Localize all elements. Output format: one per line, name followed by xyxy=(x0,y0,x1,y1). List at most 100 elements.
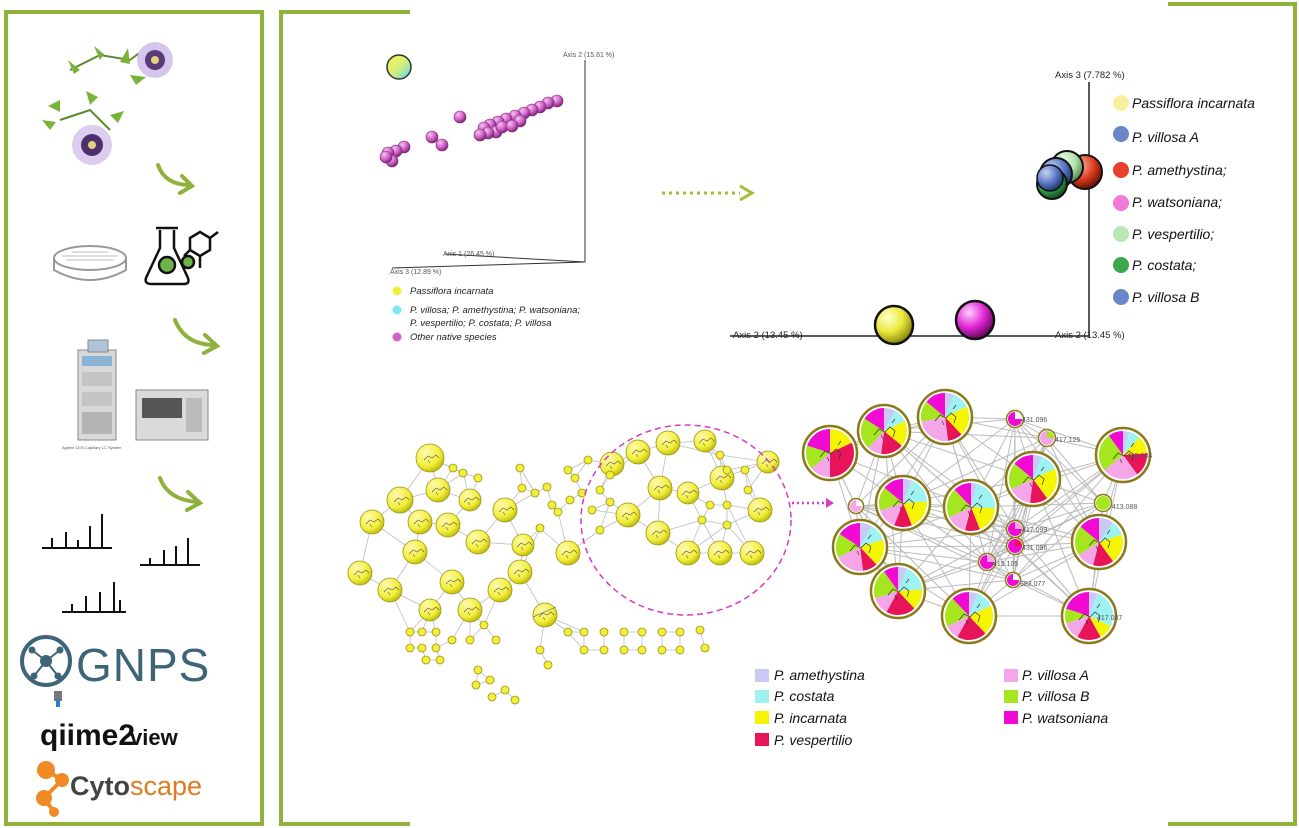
zoom-node-label-3: 413.088 xyxy=(1112,504,1137,511)
zoom-pie-slice-11-5 xyxy=(1065,608,1089,624)
zoom-pie-slice-5-3 xyxy=(894,503,912,528)
zoom-pie-slice-7-3 xyxy=(860,547,877,571)
pcoa-left-legend-item-0: Passiflora incarnata xyxy=(410,286,493,297)
zoom-small-node-3 xyxy=(847,497,865,515)
network-node-17 xyxy=(511,533,535,557)
zoom-node-label-1: 417.125 xyxy=(1055,437,1080,444)
zoom-pie-slice-1-5 xyxy=(861,418,884,448)
network-node-33 xyxy=(739,540,765,566)
zoom-pie-slice-3-0 xyxy=(1123,431,1129,455)
cytoscape-suffix: scape xyxy=(130,771,202,801)
network-node-60 xyxy=(431,643,441,653)
zoom-pie-slice-10-3 xyxy=(957,616,986,640)
zoom-pie-slice-4-4 xyxy=(1011,479,1033,503)
zoom-pie-slice-4-0 xyxy=(1033,455,1042,479)
network-node-96 xyxy=(697,515,707,525)
zoom-pie-node-10 xyxy=(940,587,998,645)
network-node-41 xyxy=(563,465,573,475)
pcoa-left-legend-item-2: P. vespertilio; P. costata; P. villosa xyxy=(410,318,552,329)
pcoa-right-plot: Axis 3 (7.782 %) Axis 2 (13.45 %) Axis 2… xyxy=(730,70,1255,346)
zoom-pie-slice-0-3 xyxy=(830,442,854,477)
zoom-pie-slice-2-2 xyxy=(945,406,969,435)
network-node-23 xyxy=(693,429,717,453)
zoom-pie-slice-2-0 xyxy=(945,393,954,417)
zoom-pie-slice-5-2 xyxy=(903,501,927,526)
zoom-pie-slice-10-5 xyxy=(945,598,969,627)
network-node-67 xyxy=(487,692,497,702)
network-node-88 xyxy=(705,500,715,510)
zoom-pie-slice-9-4 xyxy=(875,591,898,613)
zoom-legend-swatch-2 xyxy=(755,711,769,724)
network-node-82 xyxy=(543,660,553,670)
pcoa-right-axis3-label: Axis 3 (7.782 %) xyxy=(1055,70,1125,81)
zoom-node-label-6: 415.105 xyxy=(993,561,1018,568)
zoom-pie-node-9 xyxy=(869,562,927,620)
pcoa-left-point-other-15 xyxy=(435,138,449,152)
extraction-flask-icon xyxy=(144,226,219,286)
passiflora-flower-icon xyxy=(42,42,173,165)
network-node-21 xyxy=(625,439,651,465)
zoom-network-labels: 431.096 417.125 415.104 413.088 417.099 431.0… xyxy=(993,417,1152,622)
zoom-pie-node-1 xyxy=(856,403,912,459)
network-selection-circle xyxy=(580,424,792,616)
network-node-6 xyxy=(435,512,461,538)
zoom-pie-slice-5-5 xyxy=(878,487,903,511)
pcoa-left-point-other-23 xyxy=(505,119,519,133)
network-node-40 xyxy=(542,482,552,492)
zoom-pie-slice-3-4 xyxy=(1104,455,1138,479)
zoom-node-label-8: 417.087 xyxy=(1097,615,1122,622)
pcoa-right-legend-item-3: P. watsoniana; xyxy=(1132,194,1222,210)
zoom-pie-slice-5-0 xyxy=(903,479,912,503)
zoom-pie-slice-3-6 xyxy=(1108,431,1123,455)
pcoa-left-points-other xyxy=(379,94,564,168)
network-node-72 xyxy=(619,627,629,637)
network-node-61 xyxy=(421,655,431,665)
network-node-14 xyxy=(457,597,483,623)
zoom-pie-slice-5-6 xyxy=(884,479,903,503)
network-node-75 xyxy=(675,627,685,637)
zoom-pie-slice-9-3 xyxy=(886,591,915,615)
zoom-legend-item-6: P. watsoniana xyxy=(1022,710,1108,726)
network-node-89 xyxy=(722,500,732,510)
network-node-68 xyxy=(510,695,520,705)
network-node-54 xyxy=(447,635,457,645)
network-node-10 xyxy=(377,577,403,603)
network-node-12 xyxy=(487,577,513,603)
zoom-pie-slice-5-4 xyxy=(880,503,903,526)
network-node-43 xyxy=(587,505,597,515)
zoom-pie-slice-4-1 xyxy=(1033,456,1055,479)
pcoa-right-axis2-right-label: Axis 2 (13.45 %) xyxy=(1055,330,1125,341)
zoom-pie-node-11 xyxy=(1060,587,1118,645)
zoom-pie-slice-6-0 xyxy=(971,483,977,507)
zoom-pie-slice-9-0 xyxy=(898,567,907,591)
zoom-pie-slice-11-2 xyxy=(1089,616,1111,638)
pcoa-right-axis-lines xyxy=(730,82,1090,337)
zoom-pie-slice-10-2 xyxy=(969,605,993,634)
zoom-legend-swatch-3 xyxy=(755,733,769,746)
pcoa-right-axis2-left-label: Axis 2 (13.45 %) xyxy=(733,330,803,341)
network-node-70 xyxy=(579,627,589,637)
pcoa-right-legend-item-6: P. villosa B xyxy=(1132,289,1199,305)
pcoa-right-legend-item-1: P. villosa A xyxy=(1132,129,1199,145)
zoom-pie-node-4 xyxy=(1004,450,1062,508)
network-node-4 xyxy=(407,509,433,535)
zoom-pie-slice-7-5 xyxy=(835,534,860,558)
pcoa-left-legend: Passiflora incarnata P. villosa; P. amet… xyxy=(392,286,580,343)
zoom-legend-item-1: P. costata xyxy=(774,688,835,704)
pcoa-left-legend-swatch-0 xyxy=(392,286,402,296)
pcoa-left-point-other-14 xyxy=(425,130,439,144)
network-node-76 xyxy=(579,645,589,655)
zoom-small-node-5 xyxy=(1005,536,1025,556)
zoom-pie-slice-1-0 xyxy=(884,408,896,431)
main-panel-frame-right xyxy=(1168,2,1297,826)
network-node-66 xyxy=(471,680,481,690)
zoom-pie-slice-10-6 xyxy=(952,592,969,616)
network-node-50 xyxy=(595,485,605,495)
zoom-small-node-7 xyxy=(1004,571,1022,589)
zoom-pie-slice-9-1 xyxy=(898,568,922,591)
zoom-pie-slice-0-4 xyxy=(811,453,830,477)
zoom-pie-slice-9-2 xyxy=(898,589,922,609)
network-node-38 xyxy=(517,483,527,493)
pcoa-right-point-villosa-b xyxy=(1036,164,1064,192)
pcoa-right-legend-item-5: P. costata; xyxy=(1132,257,1196,273)
